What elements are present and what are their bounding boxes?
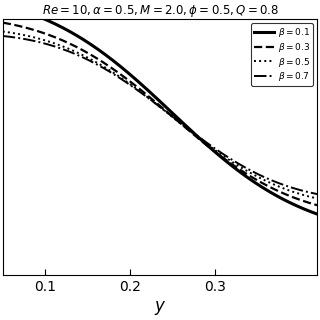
$\beta=0.1$ — [150, 92, 154, 96]
$\beta=0.1$ — [171, 112, 175, 116]
$\beta=0.7$ — [171, 115, 175, 119]
$\beta=0.7$ — [259, 173, 262, 177]
$\beta=0.7$ — [188, 128, 192, 132]
$\beta=0.3$ — [152, 99, 156, 103]
$\beta=0.3$ — [171, 115, 175, 119]
Line: $\beta=0.1$: $\beta=0.1$ — [3, 5, 317, 214]
$\beta=0.1$ — [308, 209, 312, 213]
Line: $\beta=0.5$: $\beta=0.5$ — [3, 32, 317, 198]
$\beta=0.5$ — [150, 99, 154, 103]
X-axis label: $y$: $y$ — [154, 299, 166, 317]
$\beta=0.5$ — [152, 100, 156, 104]
Title: $Re=10,\alpha=0.5,M=2.0,\phi=0.5,Q=0.8$: $Re=10,\alpha=0.5,M=2.0,\phi=0.5,Q=0.8$ — [42, 3, 278, 19]
$\beta=0.5$ — [308, 195, 312, 199]
$\beta=0.5$ — [315, 196, 319, 200]
$\beta=0.3$ — [150, 97, 154, 101]
$\beta=0.1$ — [188, 128, 192, 132]
$\beta=0.7$ — [315, 192, 319, 196]
$\beta=0.3$ — [1, 21, 5, 25]
$\beta=0.5$ — [259, 176, 262, 180]
$\beta=0.3$ — [188, 130, 192, 133]
Line: $\beta=0.3$: $\beta=0.3$ — [3, 23, 317, 205]
Legend: $\beta=0.1$, $\beta=0.3$, $\beta=0.5$, $\beta=0.7$: $\beta=0.1$, $\beta=0.3$, $\beta=0.5$, $… — [252, 23, 313, 86]
$\beta=0.7$ — [150, 99, 154, 103]
$\beta=0.7$ — [152, 100, 156, 104]
$\beta=0.5$ — [171, 116, 175, 119]
Line: $\beta=0.7$: $\beta=0.7$ — [3, 36, 317, 194]
$\beta=0.5$ — [1, 30, 5, 34]
$\beta=0.7$ — [1, 34, 5, 38]
$\beta=0.3$ — [315, 203, 319, 207]
$\beta=0.1$ — [1, 3, 5, 7]
$\beta=0.5$ — [188, 129, 192, 133]
$\beta=0.3$ — [308, 201, 312, 205]
$\beta=0.7$ — [308, 190, 312, 194]
$\beta=0.1$ — [152, 94, 156, 98]
$\beta=0.1$ — [315, 212, 319, 216]
$\beta=0.1$ — [259, 184, 262, 188]
$\beta=0.3$ — [259, 180, 262, 184]
